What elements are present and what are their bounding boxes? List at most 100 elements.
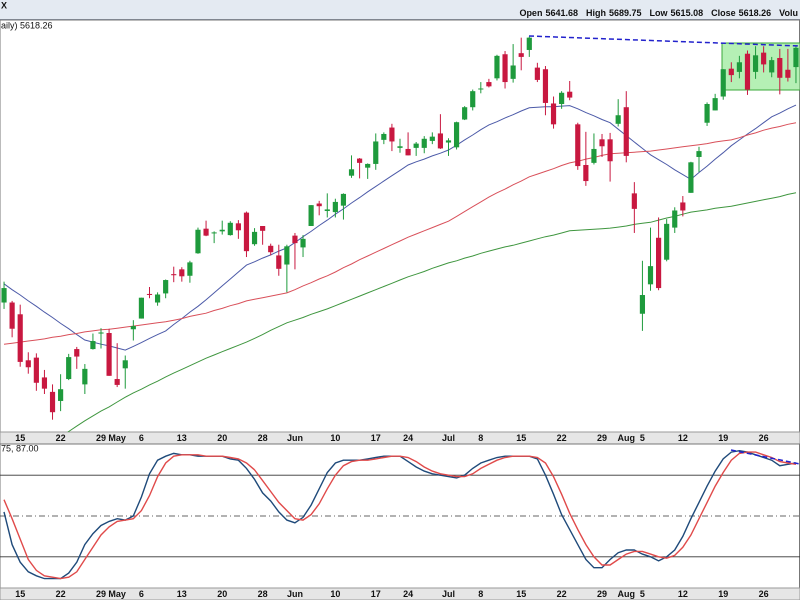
candle-body <box>720 69 726 97</box>
candle-body <box>1 288 7 303</box>
candle-body <box>227 222 233 236</box>
candle-body <box>187 262 193 276</box>
candle-body <box>98 332 104 334</box>
candle-body <box>688 162 694 193</box>
consolidation-box <box>721 42 800 91</box>
x-tick-label: May <box>108 433 126 443</box>
x-tick-label: 29 <box>96 433 106 443</box>
candle-body <box>300 238 306 248</box>
candle-body <box>510 65 516 79</box>
candle-body <box>203 228 209 236</box>
candle-body <box>583 165 589 182</box>
x-tick-label: 22 <box>557 589 567 599</box>
candle-body <box>696 151 702 157</box>
x-tick-label: 6 <box>139 433 144 443</box>
quote-label: Low <box>650 8 669 18</box>
candle-body <box>9 302 15 329</box>
x-tick-label: 8 <box>478 433 483 443</box>
candle-body <box>106 333 112 376</box>
candle-body <box>793 47 799 68</box>
x-tick-label: 10 <box>330 433 340 443</box>
x-tick-label: 17 <box>371 589 381 599</box>
candle-body <box>453 122 460 148</box>
candle-body <box>268 245 274 253</box>
date-axis: 151522222929MayMay66131320202828JunJun10… <box>15 433 768 599</box>
x-tick-label: 15 <box>15 589 25 599</box>
candle-body <box>211 232 217 234</box>
candle-body <box>542 69 549 103</box>
candle-body <box>251 231 258 245</box>
candle-body <box>486 82 492 87</box>
candle-body <box>680 202 686 211</box>
candle-body <box>74 349 80 357</box>
candle-body <box>114 379 120 385</box>
candle-body <box>502 54 508 83</box>
candle-body <box>146 293 153 295</box>
candle-body <box>728 68 734 76</box>
candle-body <box>761 52 767 65</box>
x-tick-label: 12 <box>678 589 688 599</box>
candle-body <box>785 69 791 78</box>
x-tick-label: 29 <box>597 589 607 599</box>
candle-body <box>413 143 419 148</box>
candle-body <box>235 223 241 231</box>
date-strip <box>0 587 800 600</box>
candle-body <box>348 169 355 176</box>
trend-line <box>528 35 800 47</box>
symbol: X <box>1 0 7 10</box>
quote-label: Open <box>519 8 542 18</box>
quote-value: 5689.75 <box>609 8 642 18</box>
candle-body <box>260 226 266 231</box>
quote-value: 5618.26 <box>739 8 772 18</box>
candle-body <box>639 295 646 314</box>
price-plot <box>1 36 799 432</box>
x-tick-label: 15 <box>516 433 526 443</box>
candle-body <box>526 37 532 50</box>
x-tick-label: 8 <box>478 589 483 599</box>
candle-body <box>744 53 751 90</box>
x-tick-label: 10 <box>330 589 340 599</box>
candle-body <box>631 193 637 209</box>
trend-line <box>730 449 800 465</box>
candle-body <box>58 389 64 401</box>
candle-body <box>41 377 48 389</box>
candle-body <box>494 55 500 79</box>
candle-body <box>122 360 128 369</box>
quote-label: High <box>586 8 606 18</box>
candle-body <box>284 246 290 265</box>
quote-value: 5641.68 <box>545 8 578 18</box>
candle-body <box>33 357 39 383</box>
x-tick-label: 15 <box>15 433 25 443</box>
quote-label: Volu <box>779 8 798 18</box>
candle-body <box>130 326 136 330</box>
candle-body <box>429 136 435 141</box>
indicator-line <box>3 451 797 580</box>
candle-body <box>171 274 177 276</box>
candle-body <box>90 341 96 350</box>
candle-body <box>365 163 371 168</box>
candle-body <box>615 115 621 124</box>
candle-body <box>195 229 201 254</box>
candle-body <box>567 91 573 98</box>
x-tick-label: 15 <box>516 589 526 599</box>
candle-body <box>163 280 169 294</box>
candle-body <box>219 229 225 232</box>
candle-body <box>712 98 718 111</box>
candle-body <box>389 127 395 142</box>
candle-body <box>591 148 597 163</box>
candle-body <box>292 235 298 244</box>
candle-body <box>607 139 613 162</box>
candle-body <box>25 360 31 368</box>
x-tick-label: 20 <box>217 589 227 599</box>
candle-body <box>736 62 742 72</box>
candle-body <box>656 237 662 289</box>
quote-label: Close <box>711 8 736 18</box>
candle-body <box>478 88 484 90</box>
candle-body <box>357 158 363 163</box>
candle-body <box>154 294 161 303</box>
x-tick-label: 29 <box>96 589 106 599</box>
candle-body <box>243 212 250 252</box>
candle-body <box>462 107 468 120</box>
candle-body <box>704 104 710 123</box>
x-tick-label: 19 <box>718 589 728 599</box>
